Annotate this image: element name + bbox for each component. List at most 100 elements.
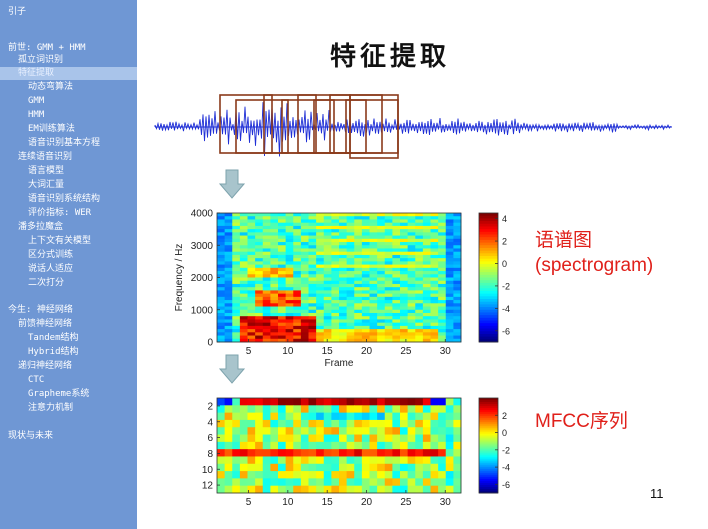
- spectrogram-cell: [400, 309, 409, 314]
- mfcc-cell: [445, 405, 454, 414]
- outline-item[interactable]: 递归神经网络: [18, 361, 73, 371]
- outline-item[interactable]: 二次打分: [28, 278, 65, 288]
- outline-item[interactable]: 引子: [8, 7, 27, 17]
- spectrogram-cell: [400, 258, 409, 262]
- outline-item[interactable]: 语音识别系统结构: [28, 194, 101, 204]
- mfcc-cell: [453, 434, 462, 443]
- spectrogram-cell: [270, 216, 279, 220]
- outline-item[interactable]: 动态弯算法: [28, 82, 74, 92]
- outline-item[interactable]: 说话人适应: [28, 264, 74, 274]
- outline-item[interactable]: 潘多拉魔盒: [18, 222, 64, 232]
- spectrogram-cell: [316, 325, 325, 330]
- outline-item[interactable]: EM训练算法: [28, 124, 75, 134]
- mfcc-cell: [270, 449, 279, 457]
- spectrogram-cell: [361, 245, 370, 249]
- spectrogram-cell: [270, 316, 279, 320]
- spectrogram-cell: [361, 306, 370, 311]
- spectrogram-cell: [217, 258, 226, 262]
- outline-item[interactable]: 大词汇量: [28, 180, 65, 190]
- waveform-plot: [154, 102, 672, 157]
- outline-item[interactable]: 上下文有关模型: [28, 236, 92, 246]
- spectrogram-cell: [346, 316, 355, 320]
- mfcc-cell: [239, 419, 248, 428]
- colorbar-tick-label: -6: [502, 326, 510, 336]
- outline-item[interactable]: Hybrid结构: [28, 347, 79, 357]
- spectrogram-cell: [270, 309, 279, 314]
- spectrogram-cell: [262, 261, 271, 266]
- spectrogram-cell: [217, 219, 226, 224]
- outline-item[interactable]: 前馈神经网络: [18, 319, 73, 329]
- outline-item[interactable]: 注意力机制: [28, 403, 74, 413]
- outline-item[interactable]: 连续语音识别: [18, 152, 73, 162]
- mfcc-cell: [453, 485, 462, 494]
- mfcc-cell: [300, 419, 309, 428]
- mfcc-cell: [278, 449, 287, 457]
- spectrogram-cell: [438, 251, 447, 256]
- spectrogram-cell: [278, 242, 287, 246]
- x-tick-label: 10: [282, 497, 294, 508]
- spectrogram-cell: [339, 319, 348, 324]
- spectrogram-cell: [278, 238, 287, 243]
- mfcc-cell: [323, 427, 332, 435]
- spectrogram-cell: [445, 267, 454, 272]
- spectrogram-cell: [224, 216, 233, 220]
- spectrogram-cell: [285, 296, 294, 301]
- spectrogram-cell: [384, 258, 393, 262]
- outline-item[interactable]: 今生: 神经网络: [8, 305, 73, 315]
- spectrogram-cell: [361, 235, 370, 240]
- spectrogram-cell: [339, 309, 348, 314]
- spectrogram-axes: 5 10 15 20 25 3001000200030004000FrameFrequen…: [174, 209, 462, 369]
- spectrogram-cell: [316, 306, 325, 311]
- spectrogram-cell: [293, 329, 302, 333]
- spectrogram-cell: [255, 277, 264, 282]
- spectrogram-cell: [239, 261, 248, 266]
- spectrogram-cell: [384, 261, 393, 266]
- mfcc-cell: [346, 405, 355, 414]
- spectrogram-cell: [438, 222, 447, 227]
- outline-item[interactable]: CTC: [28, 375, 45, 385]
- outline-item[interactable]: 特征提取: [0, 67, 137, 80]
- spectrogram-cell: [278, 251, 287, 256]
- outline-item[interactable]: 现状与未来: [8, 431, 54, 441]
- outline-item[interactable]: GMM: [28, 96, 45, 106]
- spectrogram-cell: [346, 225, 355, 230]
- spectrogram-cell: [308, 232, 317, 236]
- mfcc-cell: [331, 405, 340, 414]
- mfcc-cell: [316, 412, 325, 421]
- spectrogram-cell: [422, 251, 431, 256]
- spectrogram-cell: [377, 242, 386, 246]
- spectrogram-cell: [293, 277, 302, 282]
- outline-item[interactable]: 语音识别基本方程: [28, 138, 101, 148]
- spectrogram-cell: [293, 296, 302, 301]
- outline-item[interactable]: 评价指标: WER: [28, 208, 92, 218]
- spectrogram-cell: [430, 219, 439, 224]
- spectrogram-cell: [445, 219, 454, 224]
- spectrogram-cell: [384, 287, 393, 291]
- outline-item[interactable]: 区分式训练: [28, 250, 74, 260]
- outline-item[interactable]: Tandem结构: [28, 333, 79, 343]
- spectrogram-cell: [300, 242, 309, 246]
- mfcc-cell: [293, 456, 302, 465]
- spectrogram-cell: [323, 280, 332, 285]
- spectrogram-cell: [453, 238, 462, 243]
- outline-item[interactable]: 孤立词识别: [18, 55, 64, 65]
- colorbar-step: [479, 296, 498, 300]
- spectrogram-cell: [331, 245, 340, 249]
- spectrogram-cell: [407, 254, 416, 259]
- mfcc-cell: [422, 427, 431, 435]
- outline-item[interactable]: Grapheme系统: [28, 389, 90, 399]
- outline-item[interactable]: HMM: [28, 110, 45, 120]
- spectrogram-cell: [346, 251, 355, 256]
- mfcc-cell: [278, 412, 287, 421]
- spectrogram-cell: [308, 271, 317, 275]
- outline-item[interactable]: 前世: GMM + HMM: [8, 43, 86, 53]
- spectrogram-cell: [346, 300, 355, 304]
- outline-item[interactable]: 语言模型: [28, 166, 65, 176]
- spectrogram-cell: [293, 316, 302, 320]
- spectrogram-cell: [331, 225, 340, 230]
- spectrogram-cell: [339, 287, 348, 291]
- spectrogram-cell: [445, 242, 454, 246]
- spectrogram-cell: [354, 329, 363, 333]
- spectrogram-cell: [270, 319, 279, 324]
- mfcc-cell: [247, 449, 256, 457]
